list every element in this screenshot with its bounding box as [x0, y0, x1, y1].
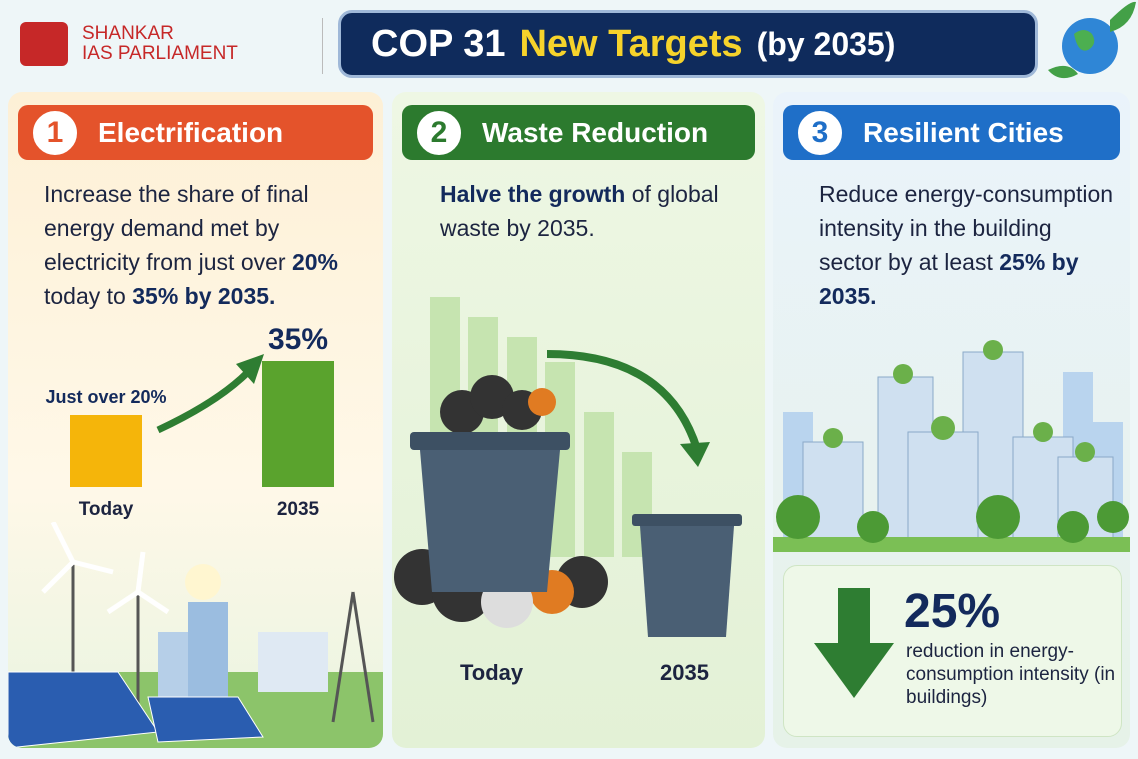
description-text: of global waste by 2035. [440, 181, 719, 241]
description-text: 35% by 2035. [132, 283, 276, 309]
energy-illustration [8, 522, 383, 748]
panel-title: Resilient Cities [863, 116, 1064, 148]
description-text: 20% [291, 249, 338, 275]
title-banner: COP 31 New Targets (by 2035) [338, 10, 1038, 78]
description: Halve the growth of global waste by 2035… [440, 177, 740, 245]
panel: 1 Electrification Increase the share of f… [8, 92, 383, 748]
bar [262, 361, 334, 487]
panel: 3 Resilient Cities Reduce energy-consumpt… [773, 92, 1130, 748]
title-part: COP 31 [371, 22, 506, 65]
city-illustration [773, 340, 1130, 552]
logo-line: IAS PARLIAMENT [82, 43, 238, 64]
down-arrow [814, 588, 894, 698]
value-label: Just over 20% [45, 387, 166, 407]
bin-label: Today [460, 660, 524, 685]
category-label: Today [79, 499, 134, 520]
stat-box: 25% reduction in energy-consumption inte… [783, 565, 1122, 737]
title-part: New Targets [519, 22, 743, 65]
logo-icon [20, 22, 68, 66]
panel-header: 1 Electrification [18, 105, 373, 160]
trend-arrow [156, 369, 251, 434]
bin-label: 2035 [660, 660, 709, 685]
globe-icon [1048, 1, 1136, 79]
waste-illustration [394, 297, 742, 637]
description-text: today to [44, 283, 133, 309]
panel-title: Electrification [98, 116, 284, 148]
stat-value: 25% [904, 585, 1001, 638]
divider [322, 18, 323, 74]
panel-title: Waste Reduction [482, 116, 709, 148]
title-part: (by 2035) [756, 25, 896, 62]
panel-header: 2 Waste Reduction [402, 105, 755, 160]
panel-number: 2 [414, 107, 464, 158]
category-label: 2035 [277, 499, 320, 520]
description-text: Reduce energy-consumption intensity in t… [819, 181, 1114, 275]
trend-arrow-head [236, 354, 264, 384]
description-text: Increase the share of final energy deman… [44, 181, 309, 275]
bar-chart: Today Just over 20% 2035 35% [45, 323, 334, 520]
value-label: 35% [268, 323, 328, 356]
panel-number: 3 [795, 107, 845, 158]
logo: SHANKAR IAS PARLIAMENT [82, 24, 238, 64]
description: Increase the share of final energy deman… [44, 177, 374, 313]
panel: 2 Waste Reduction Halve the growth of glo… [392, 92, 765, 748]
logo-line: SHANKAR [82, 23, 174, 44]
description: Reduce energy-consumption intensity in t… [819, 177, 1119, 313]
panel-number: 1 [30, 107, 80, 158]
description-text: Halve the growth [440, 181, 626, 207]
stat-caption: reduction in energy-consumption intensit… [906, 641, 1116, 708]
description-text: 25% by 2035. [819, 249, 1079, 309]
bar [70, 415, 142, 487]
panel-header: 3 Resilient Cities [783, 105, 1120, 160]
